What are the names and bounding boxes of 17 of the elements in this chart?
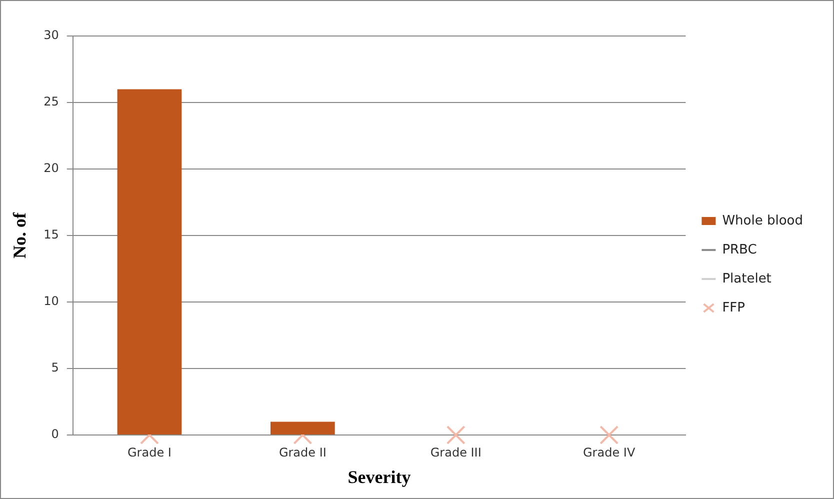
- x-tick-label: Grade IV: [583, 445, 636, 460]
- x-tick-label: Grade I: [127, 445, 172, 460]
- legend-label: Whole blood: [722, 213, 803, 228]
- x-tick-label: Grade III: [430, 445, 482, 460]
- y-tick-label: 30: [44, 28, 59, 42]
- y-tick-label: 25: [44, 94, 59, 109]
- x-tick-label: Grade II: [278, 445, 326, 460]
- y-tick-label: 5: [51, 360, 59, 375]
- y-tick-label: 15: [44, 228, 59, 242]
- y-tick-label: 0: [51, 427, 59, 442]
- legend-label: Platelet: [722, 271, 772, 286]
- y-tick-label: 10: [44, 294, 59, 308]
- legend-label: FFP: [722, 300, 746, 316]
- y-axis-title: No. of: [9, 212, 30, 258]
- x-axis-title: Severity: [348, 466, 411, 487]
- legend-label: PRBC: [722, 242, 757, 258]
- y-tick-label: 20: [44, 161, 59, 176]
